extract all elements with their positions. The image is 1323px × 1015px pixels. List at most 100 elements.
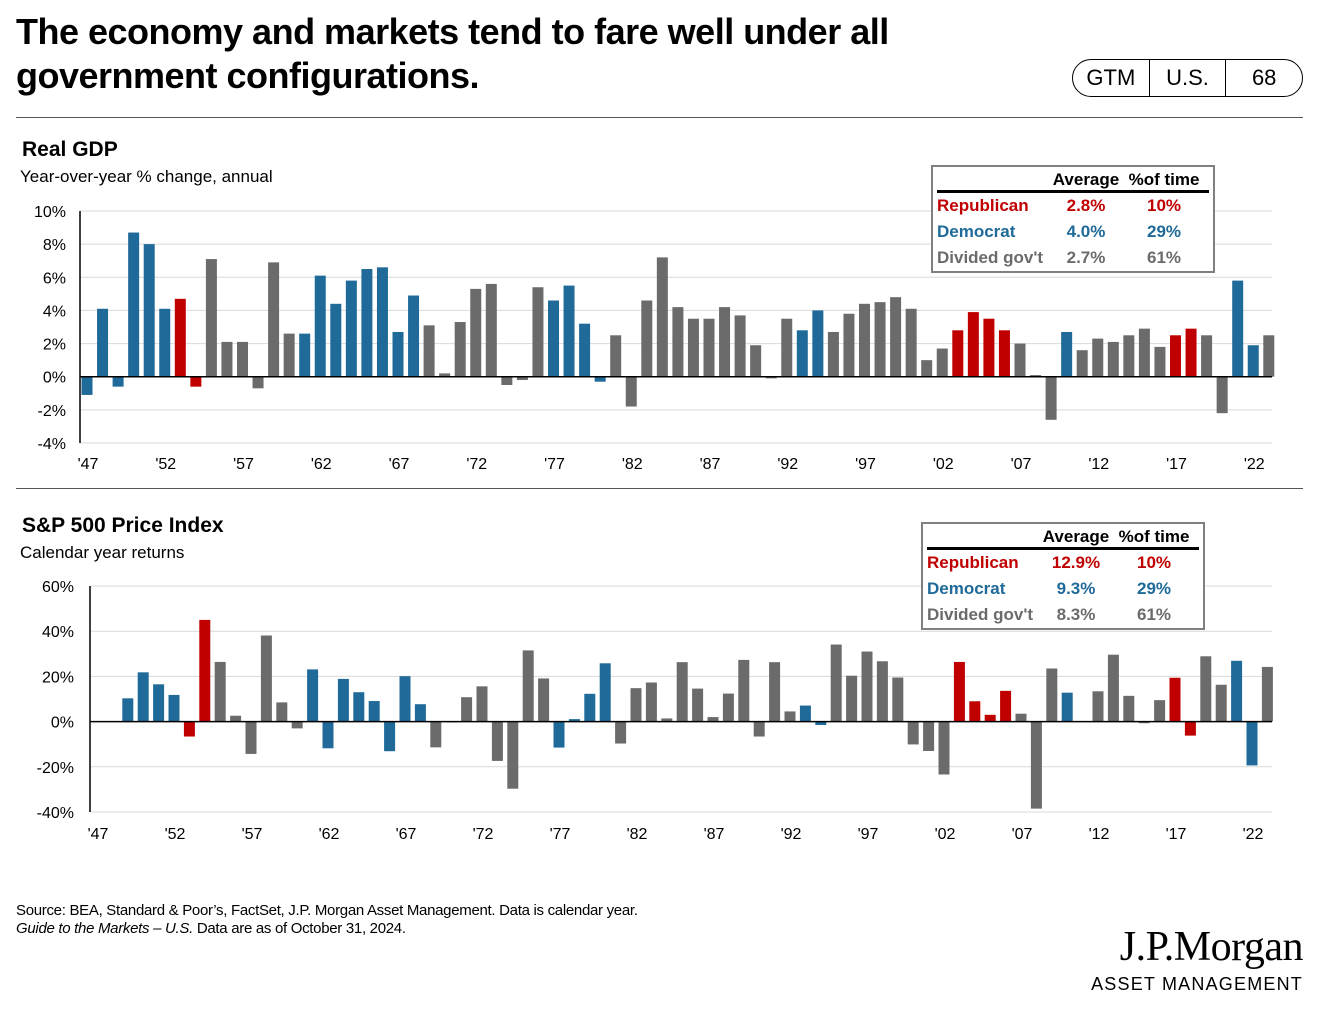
- sp500-bar-1984: [661, 718, 673, 722]
- gdp-bar-1980: [594, 376, 606, 382]
- sp500-x-tick-label: '07: [1012, 826, 1033, 843]
- gdp-x-tick-label: '12: [1088, 456, 1109, 473]
- sp500-bar-2008: [1030, 721, 1042, 809]
- sp500-bar-1959: [276, 702, 288, 722]
- sp500-bar-1966: [384, 721, 396, 752]
- gdp-bar-2022: [1247, 345, 1259, 377]
- gdp-legend-header: Average %of time: [937, 167, 1209, 193]
- gdp-chart-subtitle: Year-over-year % change, annual: [20, 167, 273, 186]
- gdp-x-tick-label: '97: [855, 456, 876, 473]
- sp500-chart-subtitle: Calendar year returns: [20, 543, 185, 562]
- sp500-bar-1978: [568, 719, 580, 722]
- sp500-bar-1961: [307, 669, 319, 722]
- sp500-bar-2005: [984, 714, 996, 722]
- sp500-bar-1973: [491, 721, 503, 761]
- gdp-bar-1971: [454, 322, 466, 377]
- sp500-y-tick-label: -20%: [37, 760, 74, 777]
- gdp-bar-1996: [843, 313, 855, 377]
- gdp-x-tick-label: '62: [311, 456, 332, 473]
- gdp-bar-1947: [81, 376, 93, 395]
- gdp-legend-table: Average %of time Republican 2.8% 10% Dem…: [931, 165, 1215, 273]
- gdp-bar-1988: [719, 307, 731, 377]
- sp500-bar-1968: [414, 704, 426, 722]
- gdp-bar-2014: [1123, 335, 1135, 377]
- sp500-bar-2004: [969, 701, 981, 722]
- gdp-bar-2008: [1030, 375, 1042, 377]
- sp500-bar-1952: [168, 694, 180, 722]
- gdp-bar-1998: [874, 302, 886, 377]
- gdp-bar-1955: [205, 259, 217, 377]
- header-divider: [16, 117, 1303, 118]
- sp500-bar-1976: [538, 678, 550, 722]
- gdp-bar-2010: [1061, 331, 1073, 377]
- gdp-bar-1969: [423, 325, 435, 377]
- gdp-bar-chart: -4% -2% 0% 2% 4% 6% 8% 10% '47 '52 '57 '62 '67 '72 '77…: [34, 204, 1275, 473]
- badge-gtm: GTM: [1086, 65, 1136, 90]
- sp500-bar-2021: [1231, 660, 1243, 722]
- sp500-x-tick-label: '67: [396, 826, 417, 843]
- sp500-y-tick-label: 60%: [42, 579, 74, 596]
- sp500-legend-header: Average %of time: [927, 524, 1199, 550]
- page-title-line-1: The economy and markets tend to fare wel…: [16, 11, 889, 52]
- sp500-bar-2003: [953, 661, 965, 722]
- sp500-bar-1957: [245, 721, 257, 754]
- gdp-bar-2000: [905, 308, 917, 377]
- legend-party: Republican: [927, 553, 1019, 572]
- sp500-bar-2001: [923, 721, 935, 751]
- gdp-bar-2015: [1138, 328, 1150, 377]
- sp500-x-tick-label: '12: [1089, 826, 1110, 843]
- sp500-bar-1990: [753, 721, 765, 737]
- legend-average: 12.9%: [1051, 553, 1101, 572]
- sp500-bar-1972: [476, 686, 488, 722]
- sp500-bar-1977: [553, 721, 565, 748]
- sp500-bar-1996: [846, 675, 858, 722]
- gdp-bar-2023: [1263, 335, 1275, 377]
- sp500-bar-1965: [368, 701, 380, 722]
- sp500-bar-1997: [861, 651, 873, 722]
- sp500-y-tick-label: -40%: [37, 805, 74, 822]
- source-line-1: Source: BEA, Standard & Poor’s, FactSet,…: [16, 902, 638, 919]
- source-date: Data are as of October 31, 2024.: [192, 920, 406, 937]
- sp500-bar-1986: [692, 688, 704, 722]
- gdp-bar-1982: [625, 376, 637, 407]
- sp500-x-tick-label: '02: [935, 826, 956, 843]
- gdp-bar-2011: [1076, 350, 1088, 377]
- gdp-bar-1950: [128, 232, 140, 377]
- gdp-bar-1970: [439, 373, 451, 377]
- gdp-bar-1987: [703, 318, 715, 377]
- gdp-bar-2002: [936, 348, 948, 377]
- gdp-y-tick-label: 0%: [43, 370, 66, 387]
- gdp-legend-row-republican: Republican 2.8% 10%: [933, 193, 1213, 219]
- gdp-bar-1949: [112, 376, 124, 387]
- sp500-bar-1949: [122, 698, 134, 722]
- badge-page-number: 68: [1225, 60, 1302, 96]
- gdp-y-tick-label: 8%: [43, 237, 66, 254]
- sp500-x-tick-label: '97: [858, 826, 879, 843]
- sp500-x-tick-label: '77: [550, 826, 571, 843]
- legend-party: Democrat: [937, 222, 1016, 241]
- sp500-bar-1988: [722, 693, 734, 722]
- sp500-bar-2019: [1200, 656, 1212, 722]
- legend-average: 8.3%: [1056, 605, 1096, 624]
- sp500-bar-1958: [260, 635, 272, 722]
- gdp-bar-2013: [1107, 341, 1119, 377]
- gdp-bar-1978: [563, 285, 575, 377]
- sp500-bar-1962: [322, 721, 334, 749]
- sp500-bar-1951: [153, 684, 165, 722]
- sp500-bar-1954: [199, 619, 211, 722]
- gdp-bar-1966: [376, 267, 388, 377]
- gdp-bar-1993: [796, 330, 808, 377]
- legend-pct-time: 10%: [1136, 553, 1172, 572]
- sp500-y-tick-label: 40%: [42, 624, 74, 641]
- sp500-bar-1989: [738, 659, 750, 722]
- gdp-legend-row-democrat: Democrat 4.0% 29%: [933, 219, 1213, 245]
- sp500-x-tick-label: '87: [704, 826, 725, 843]
- gdp-bar-1957: [237, 341, 248, 377]
- legend-party: Divided gov't: [937, 248, 1044, 267]
- gdp-bar-1972: [470, 288, 482, 377]
- gdp-x-tick-label: '82: [622, 456, 643, 473]
- gdp-x-tick-label: '72: [466, 456, 487, 473]
- gdp-bar-1954: [190, 376, 202, 387]
- page-title: The economy and markets tend to fare wel…: [16, 10, 1016, 98]
- sp500-bar-1995: [830, 644, 842, 722]
